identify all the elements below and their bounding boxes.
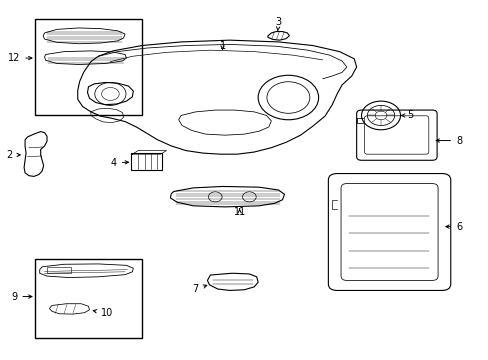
Text: 3: 3 xyxy=(275,17,281,30)
Text: 9: 9 xyxy=(11,292,18,302)
Text: 6: 6 xyxy=(445,222,461,231)
Text: 4: 4 xyxy=(110,158,128,168)
Text: 1: 1 xyxy=(219,41,225,50)
Bar xyxy=(35,259,142,338)
Text: 12: 12 xyxy=(8,53,20,63)
Text: 5: 5 xyxy=(401,111,412,121)
Text: 8: 8 xyxy=(435,136,461,145)
Text: 10: 10 xyxy=(93,309,113,318)
Text: 7: 7 xyxy=(192,284,206,294)
Bar xyxy=(35,19,142,116)
Text: 11: 11 xyxy=(233,207,245,217)
Text: 2: 2 xyxy=(6,150,20,160)
